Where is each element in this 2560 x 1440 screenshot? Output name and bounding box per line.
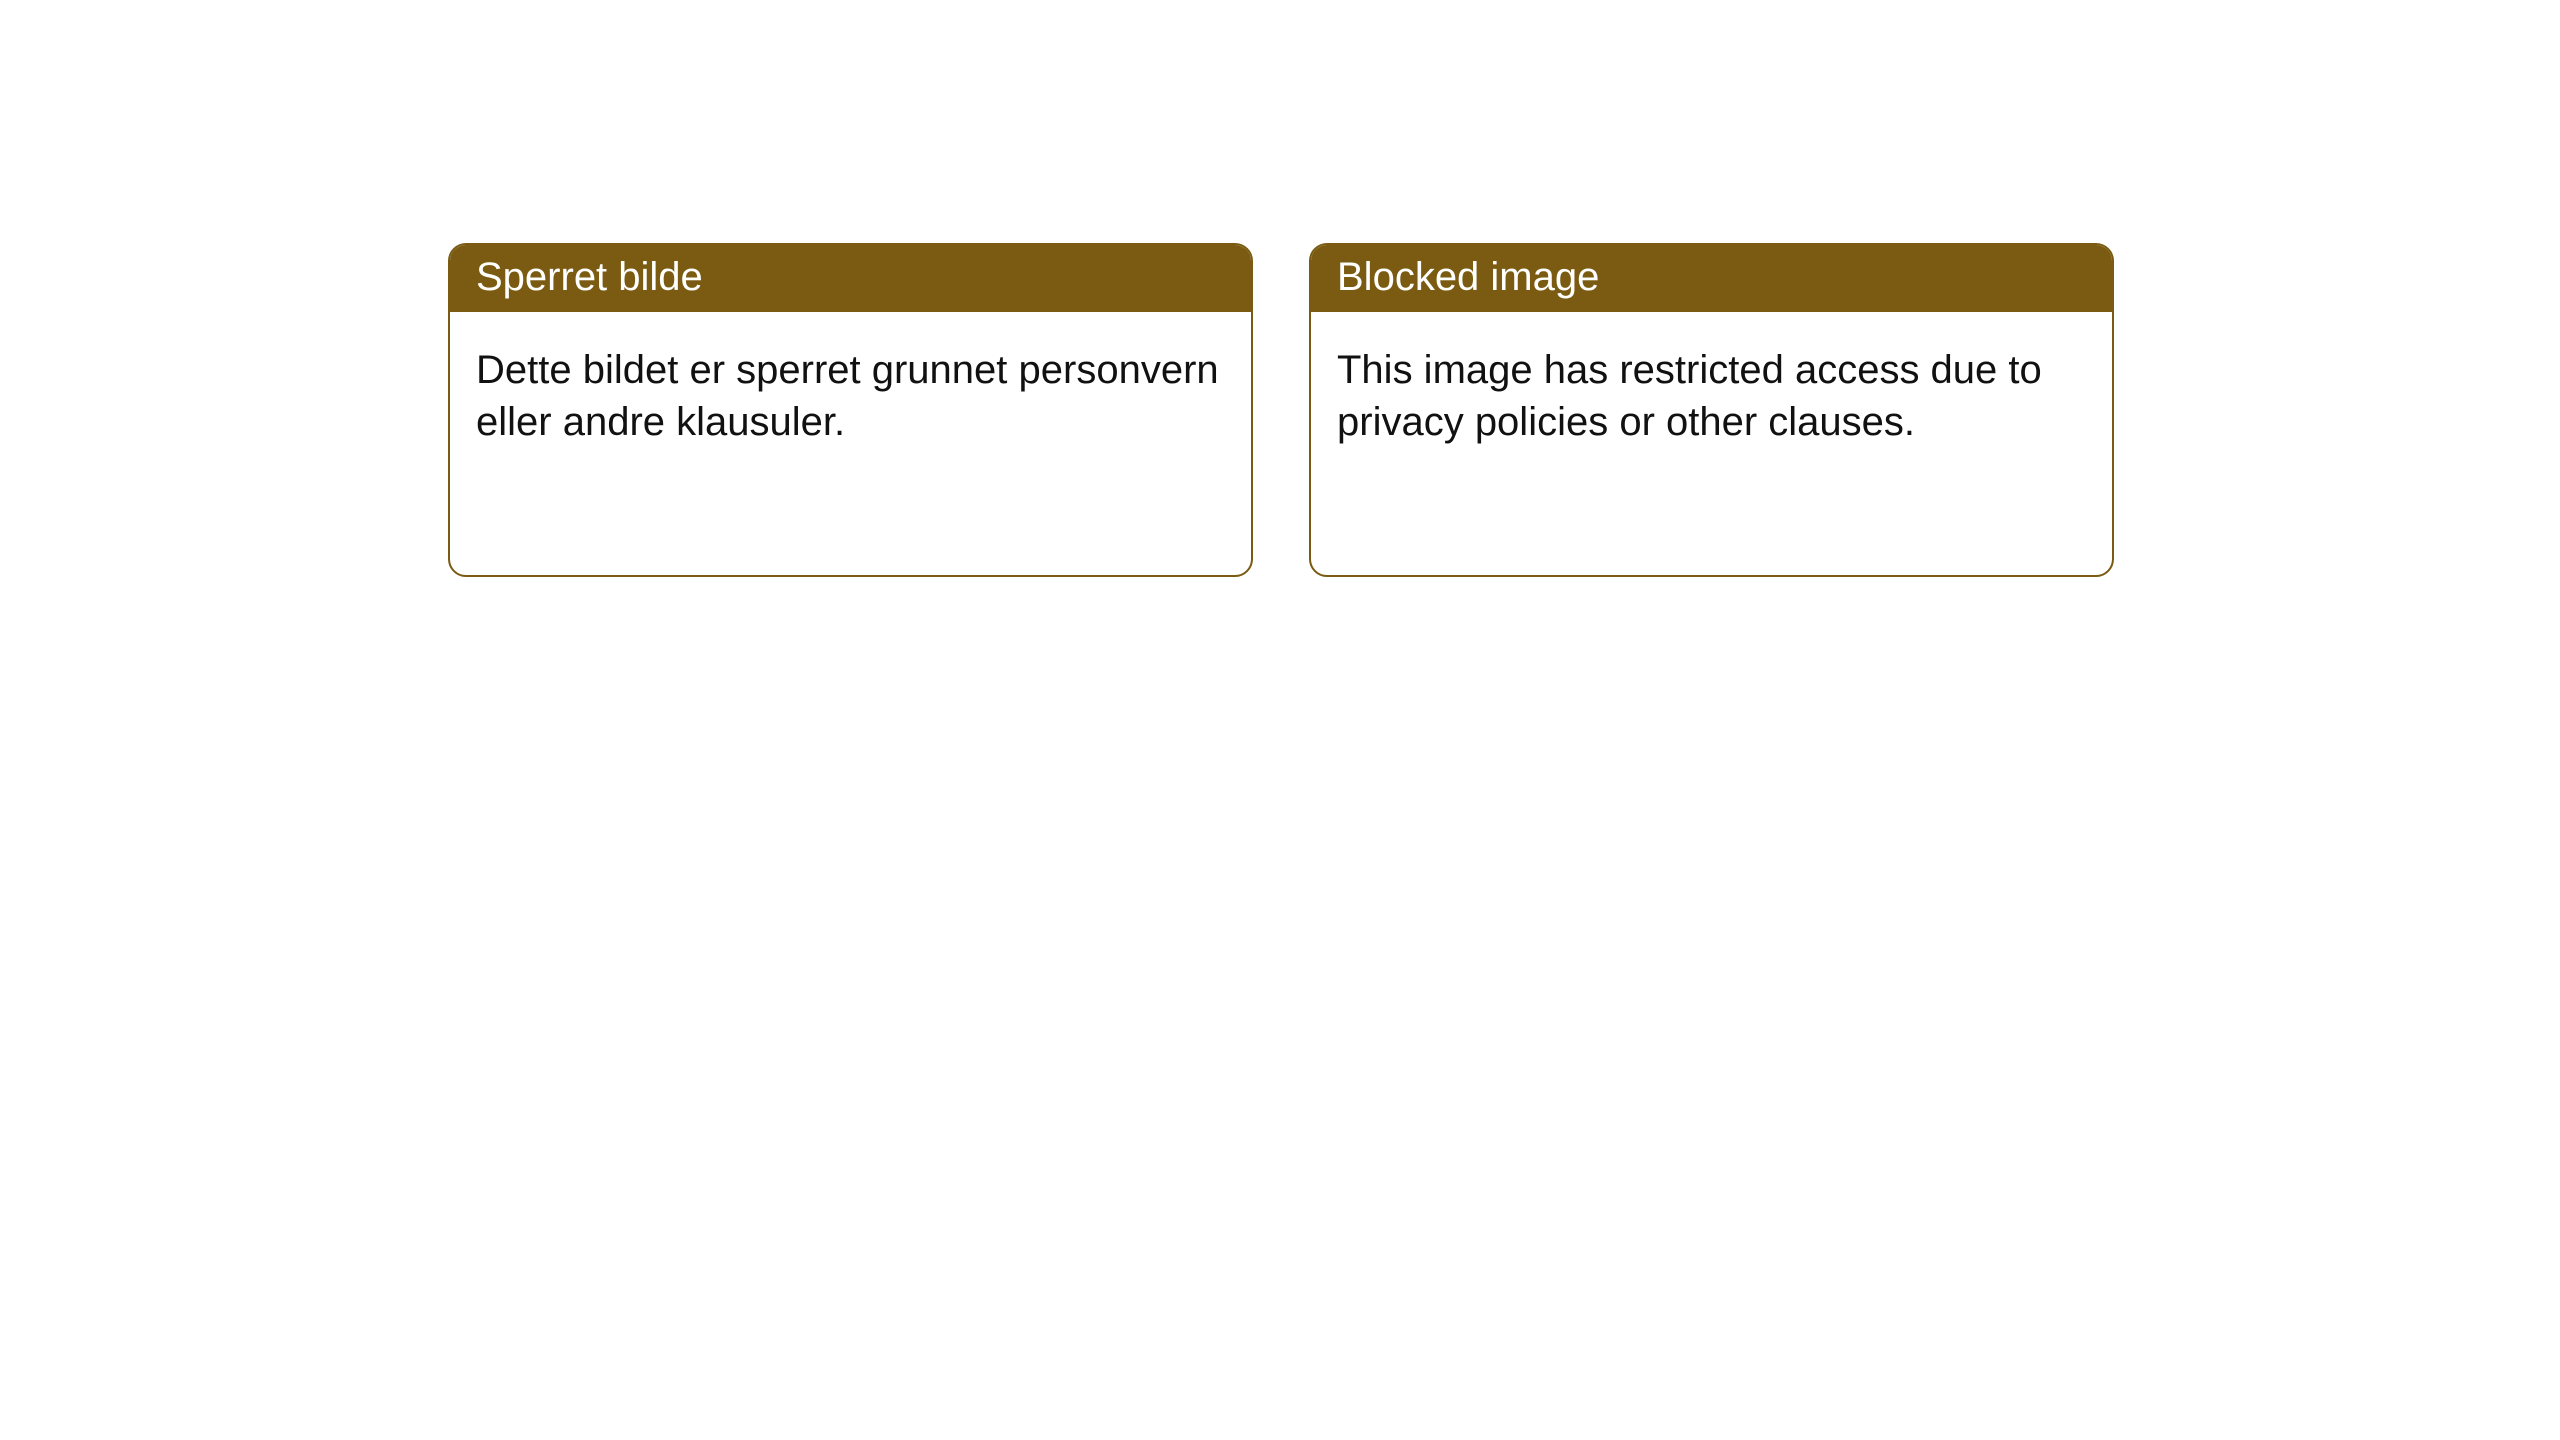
card-body-text: This image has restricted access due to …	[1337, 348, 2042, 444]
card-body: This image has restricted access due to …	[1311, 312, 2112, 480]
notice-card-english: Blocked image This image has restricted …	[1309, 243, 2114, 577]
card-header: Blocked image	[1311, 245, 2112, 312]
card-title: Sperret bilde	[476, 255, 703, 299]
notice-card-norwegian: Sperret bilde Dette bildet er sperret gr…	[448, 243, 1253, 577]
notice-cards-container: Sperret bilde Dette bildet er sperret gr…	[448, 243, 2114, 577]
card-body: Dette bildet er sperret grunnet personve…	[450, 312, 1251, 480]
card-title: Blocked image	[1337, 255, 1599, 299]
card-body-text: Dette bildet er sperret grunnet personve…	[476, 348, 1219, 444]
card-header: Sperret bilde	[450, 245, 1251, 312]
